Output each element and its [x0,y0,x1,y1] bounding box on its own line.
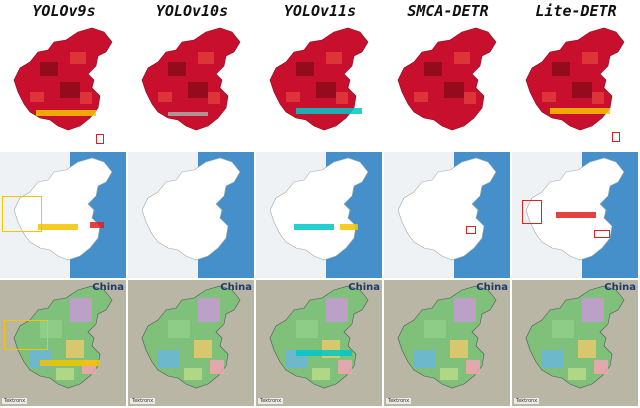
map-title-label: China [220,282,252,293]
detection-score-label: taiwan 0.76 [353,122,377,127]
detection-cell-yolov10s-row2 [128,152,254,278]
map-publisher-label: Tektronx [258,398,284,404]
map-image [256,152,382,278]
detection-box [294,224,334,230]
detection-box [296,108,362,114]
detection-box [168,112,208,116]
column-title-yolov9s: YOLOv9s [32,2,96,20]
map-title-label: China [92,282,124,293]
map-title-label: China [348,282,380,293]
map-image [0,152,126,278]
map-publisher-label: Tektronx [386,398,412,404]
detection-cell-smca-detr-row1 [384,22,510,148]
detection-cell-yolov9s-row1 [0,22,126,148]
detection-box [4,320,48,350]
map-image [128,280,254,406]
detection-box [96,134,104,144]
detection-cell-lite-detr-row1 [512,22,638,148]
detection-cell-lite-detr-row2 [512,152,638,278]
map-image [128,22,254,148]
detection-cell-yolov11s-row1: taiwan 0.76 [256,22,382,148]
detection-box [90,222,104,228]
map-image [512,280,638,406]
detection-box [466,226,476,234]
column-title-yolov10s: YOLOv10s [155,2,229,20]
detection-cell-yolov9s-row3: China Tektronx [0,280,126,406]
detection-box [550,108,610,114]
detection-box [594,230,610,238]
detection-box [612,132,620,142]
detection-box [40,360,100,366]
map-title-label: China [476,282,508,293]
detection-cell-yolov10s-row3: China Tektronx [128,280,254,406]
detection-cell-yolov9s-row2 [0,152,126,278]
map-image [128,152,254,278]
detection-box [356,120,370,124]
detection-box [38,224,78,230]
map-image [512,22,638,148]
map-title-label: China [604,282,636,293]
map-image [384,22,510,148]
map-image [384,152,510,278]
map-publisher-label: Tektronx [2,398,28,404]
detection-box [2,196,42,232]
map-image [256,22,382,148]
detection-cell-yolov10s-row1 [128,22,254,148]
map-publisher-label: Tektronx [130,398,156,404]
detection-cell-lite-detr-row3: China Tektronx [512,280,638,406]
map-image [0,22,126,148]
detection-box [522,200,542,224]
detection-cell-smca-detr-row3: China Tektronx [384,280,510,406]
detection-box [296,350,352,356]
column-title-yolov11s: YOLOv11s [283,2,357,20]
result-grid: taiwan 0.76 China Tektronx China Tektronx Chi… [0,22,640,408]
column-header-row: YOLOv9s YOLOv10s YOLOv11s SMCA-DETR Lite… [0,0,640,22]
map-image [256,280,382,406]
map-publisher-label: Tektronx [514,398,540,404]
detection-cell-yolov11s-row3: China Tektronx [256,280,382,406]
detection-box [556,212,596,218]
column-title-lite-detr: Lite-DETR [535,2,617,20]
detection-cell-smca-detr-row2 [384,152,510,278]
map-image [384,280,510,406]
detection-cell-yolov11s-row2 [256,152,382,278]
detection-box [340,224,358,230]
detection-box [36,110,96,116]
column-title-smca-detr: SMCA-DETR [407,2,489,20]
